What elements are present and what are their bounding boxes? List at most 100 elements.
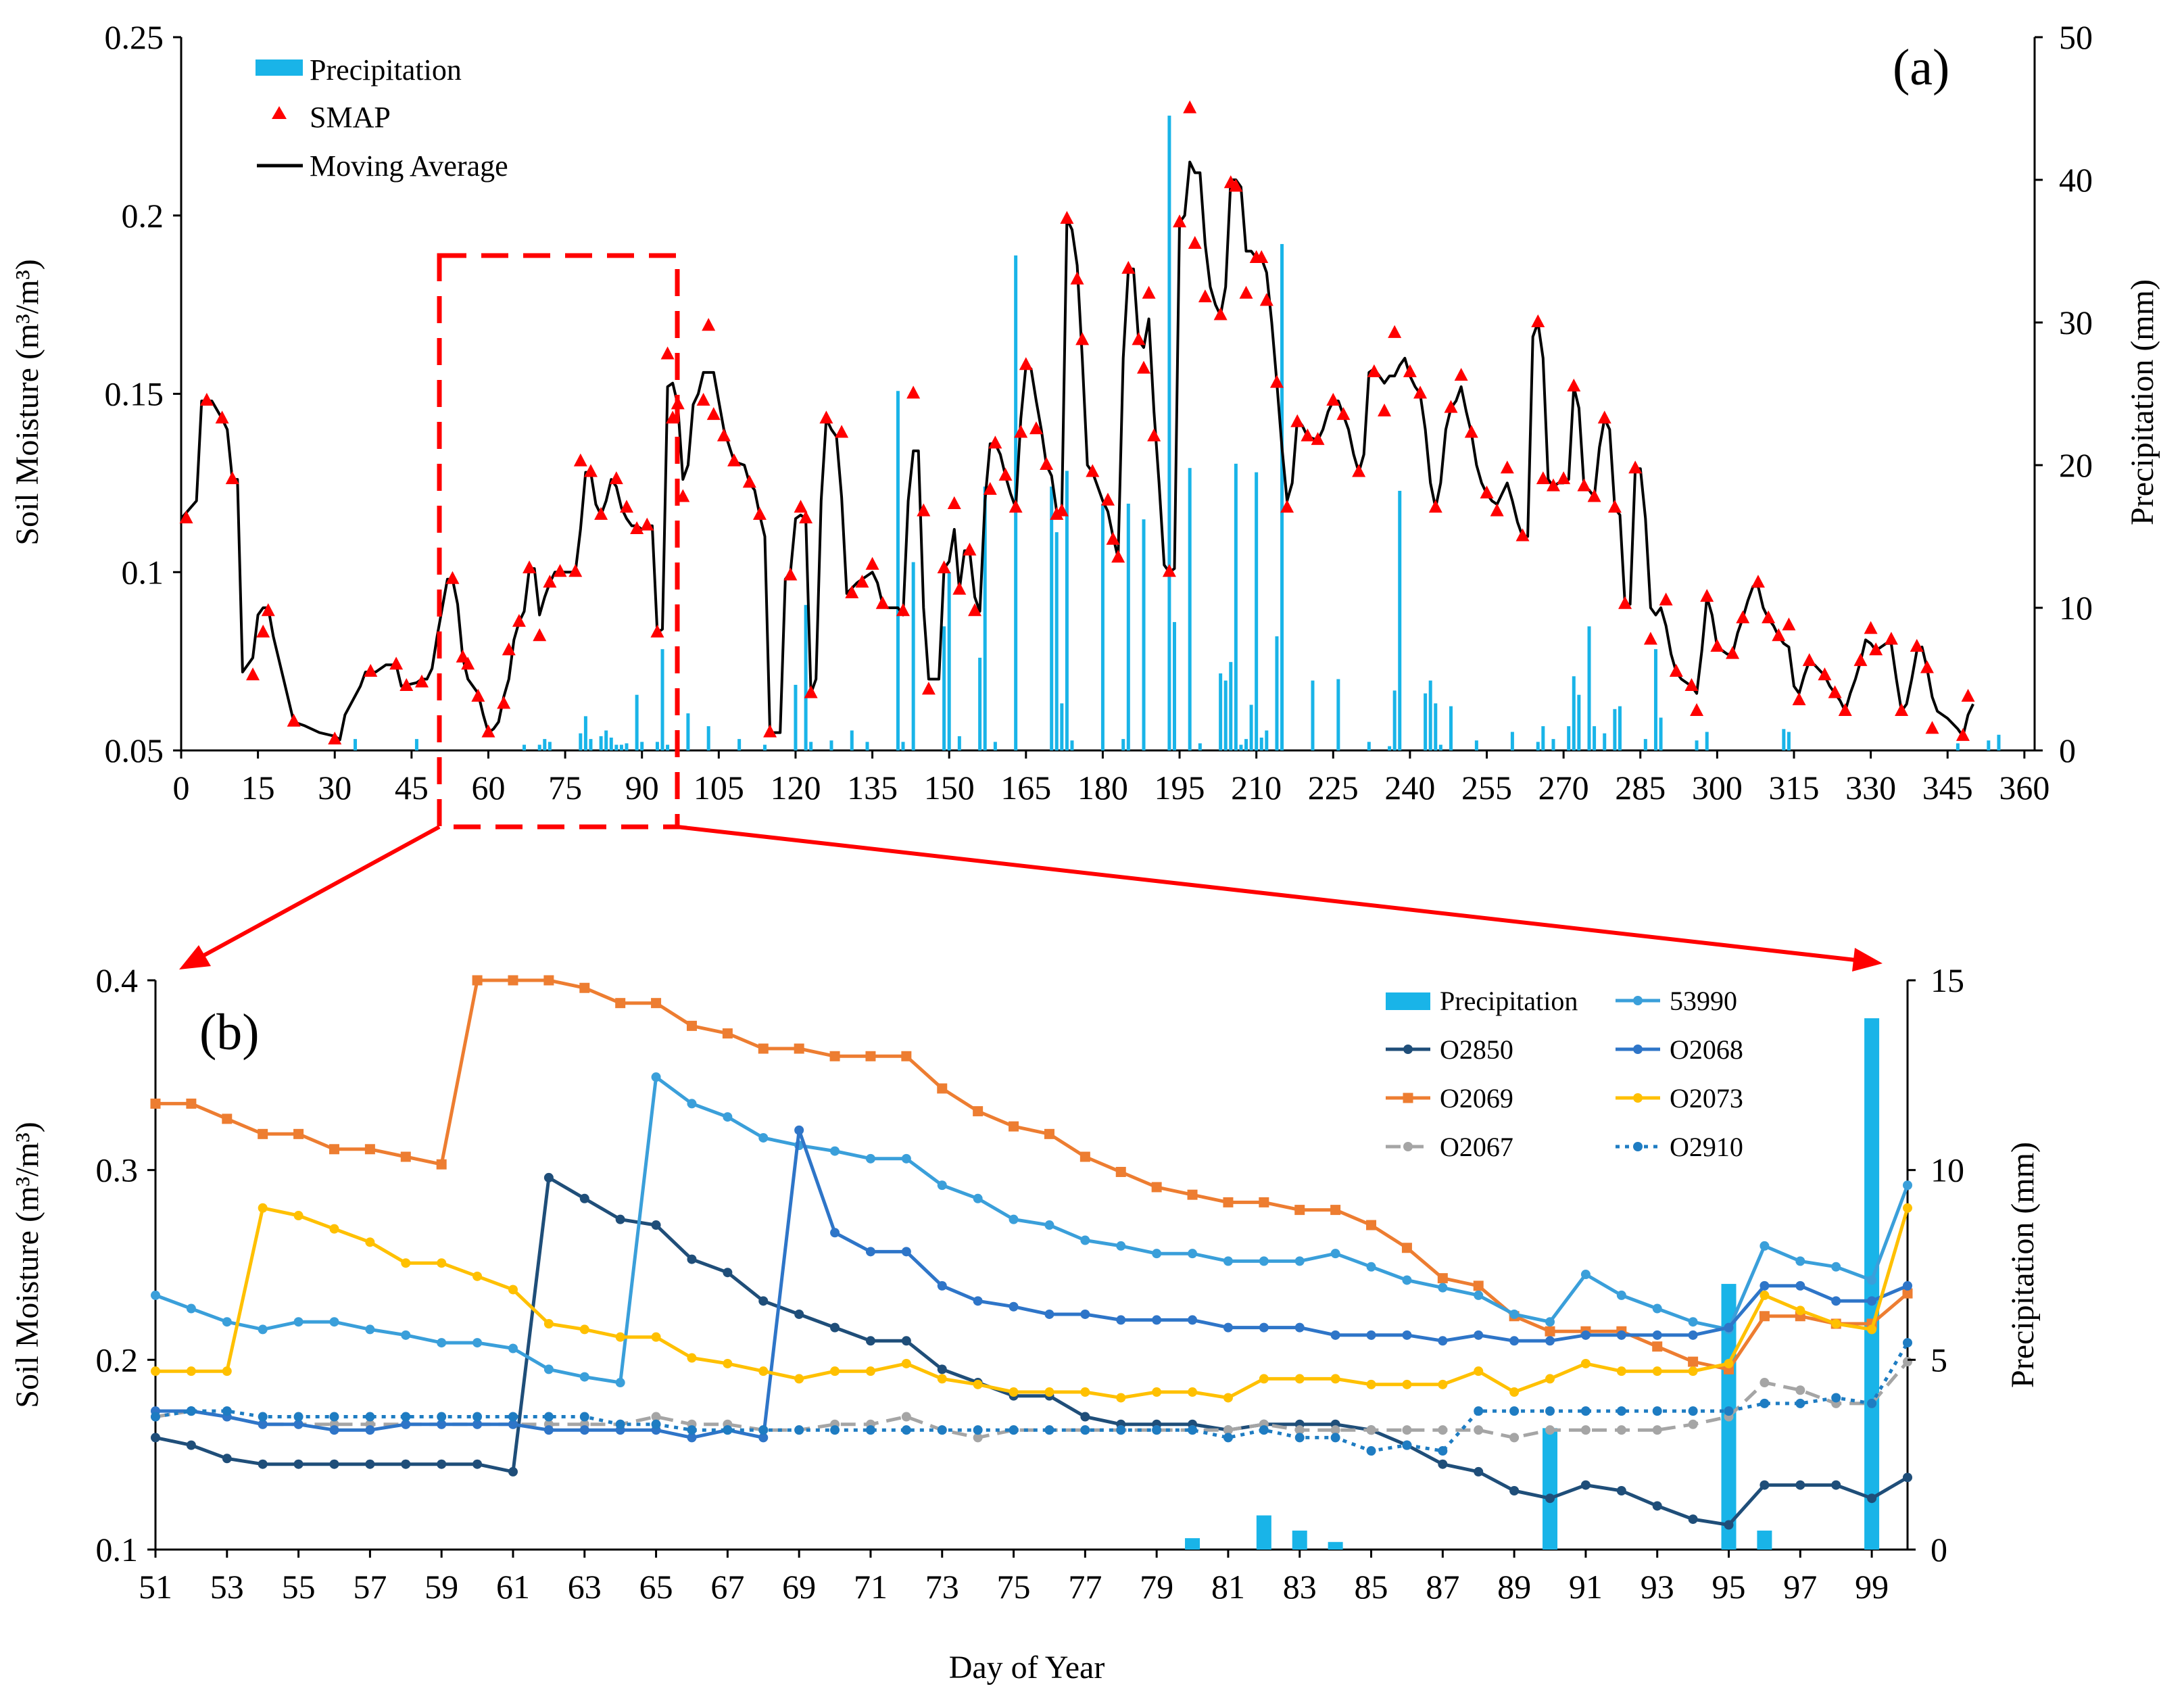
smap-point [1413, 385, 1428, 399]
x-tick-label: 360 [1999, 769, 2049, 807]
smap-point [1198, 289, 1212, 303]
series-point-O2069 [1259, 1197, 1269, 1207]
panel-a-moving-average [180, 160, 1974, 742]
series-point-O2073 [186, 1366, 196, 1376]
series-point-O2073 [1188, 1387, 1198, 1397]
series-point-O2067 [1402, 1425, 1412, 1435]
moving-average-line [180, 160, 1974, 742]
series-point-O2910 [1867, 1398, 1877, 1408]
smap-point [609, 471, 623, 485]
series-point-O2910 [508, 1412, 518, 1422]
series-point-O2850 [615, 1214, 625, 1224]
series-point-O2910 [687, 1425, 697, 1435]
series-point-O2910 [794, 1425, 804, 1435]
y-tick-label: 0.2 [96, 1341, 139, 1379]
x-tick-label: 87 [1426, 1568, 1459, 1606]
precip-bar [983, 486, 987, 750]
smap-point [256, 624, 270, 638]
smap-point [1710, 639, 1724, 652]
series-point-O2850 [1474, 1466, 1484, 1477]
smap-point [1643, 631, 1657, 645]
series-point-O2910 [293, 1412, 304, 1422]
series-point-O2073 [1366, 1379, 1376, 1389]
series-point-53990 [1402, 1275, 1412, 1285]
series-point-O2069 [1330, 1205, 1341, 1216]
smap-point [998, 467, 1013, 481]
precip-bar [1787, 732, 1791, 750]
x-tick-label: 89 [1497, 1568, 1531, 1606]
series-point-53990 [973, 1193, 983, 1203]
smap-point [1726, 646, 1740, 659]
series-point-O2068 [1080, 1309, 1090, 1319]
x-tick-label: 285 [1615, 769, 1666, 807]
series-point-O2073 [1867, 1324, 1877, 1335]
precip-bar [414, 739, 418, 750]
y-tick-label: 0.05 [105, 732, 164, 769]
series-point-53990 [937, 1180, 947, 1191]
series-point-O2850 [329, 1459, 339, 1469]
smap-point [1121, 260, 1136, 274]
precip-bar [583, 716, 587, 750]
series-point-O2073 [794, 1374, 804, 1384]
smap-point [968, 603, 982, 617]
series-point-O2910 [543, 1412, 554, 1422]
series-point-53990 [1330, 1249, 1340, 1259]
smap-point [696, 393, 710, 406]
series-point-O2910 [401, 1412, 411, 1422]
series-point-O2073 [258, 1203, 268, 1213]
precip-bar [1438, 744, 1442, 750]
series-point-O2850 [1688, 1514, 1698, 1525]
series-point-O2069 [508, 975, 518, 986]
series-line-O2067 [155, 1360, 1909, 1439]
precip-bar [1234, 463, 1238, 750]
series-point-O2850 [472, 1459, 483, 1469]
smap-point [1587, 489, 1601, 502]
series-point-O2910 [1152, 1425, 1162, 1435]
series-point-O2069 [1545, 1326, 1555, 1337]
legend-label-O2850: O2850 [1440, 1034, 1513, 1065]
series-point-O2910 [1616, 1406, 1626, 1416]
series-point-O2067 [651, 1412, 661, 1422]
series-point-O2069 [186, 1098, 197, 1109]
series-point-O2910 [1330, 1433, 1340, 1443]
series-point-O2910 [365, 1412, 375, 1422]
legend-marker-O2069 [1403, 1093, 1413, 1103]
precip-bar [1510, 732, 1514, 750]
precip-bar [1126, 503, 1130, 750]
series-point-O2850 [579, 1193, 589, 1203]
precip-bar [1398, 490, 1402, 750]
series-point-53990 [687, 1099, 697, 1109]
series-point-O2073 [1652, 1366, 1662, 1376]
precip-bar [896, 391, 900, 750]
series-point-O2073 [1760, 1290, 1770, 1300]
series-point-O2067 [973, 1433, 983, 1443]
series-point-O2073 [687, 1353, 697, 1363]
series-point-O2910 [1760, 1398, 1770, 1408]
series-point-O2069 [364, 1144, 375, 1155]
x-tick-label: 195 [1155, 769, 1205, 807]
precip-bar [1587, 626, 1591, 750]
series-point-O2067 [901, 1412, 911, 1422]
series-point-O2068 [1116, 1315, 1126, 1325]
smap-point [461, 656, 475, 670]
series-point-O2850 [1652, 1501, 1662, 1511]
smap-point [497, 696, 511, 709]
smap-point [1515, 528, 1530, 542]
series-point-53990 [830, 1146, 840, 1156]
series-point-53990 [1438, 1283, 1448, 1293]
series-point-O2068 [437, 1419, 447, 1429]
smap-point [1618, 596, 1632, 609]
series-point-O2069 [973, 1106, 984, 1117]
precip-bar [1618, 706, 1622, 750]
series-point-O2067 [1688, 1419, 1698, 1429]
series-point-O2068 [1545, 1336, 1555, 1346]
series-point-O2073 [1009, 1387, 1019, 1397]
panel-b-label: (b) [199, 1004, 260, 1061]
x-tick-label: 225 [1308, 769, 1359, 807]
series-point-O2910 [1652, 1406, 1662, 1416]
smap-point [988, 435, 1002, 449]
precip-bar [666, 744, 670, 750]
y2-tick-label: 50 [2059, 18, 2093, 56]
smap-point [937, 560, 951, 573]
smap-point [389, 656, 404, 670]
